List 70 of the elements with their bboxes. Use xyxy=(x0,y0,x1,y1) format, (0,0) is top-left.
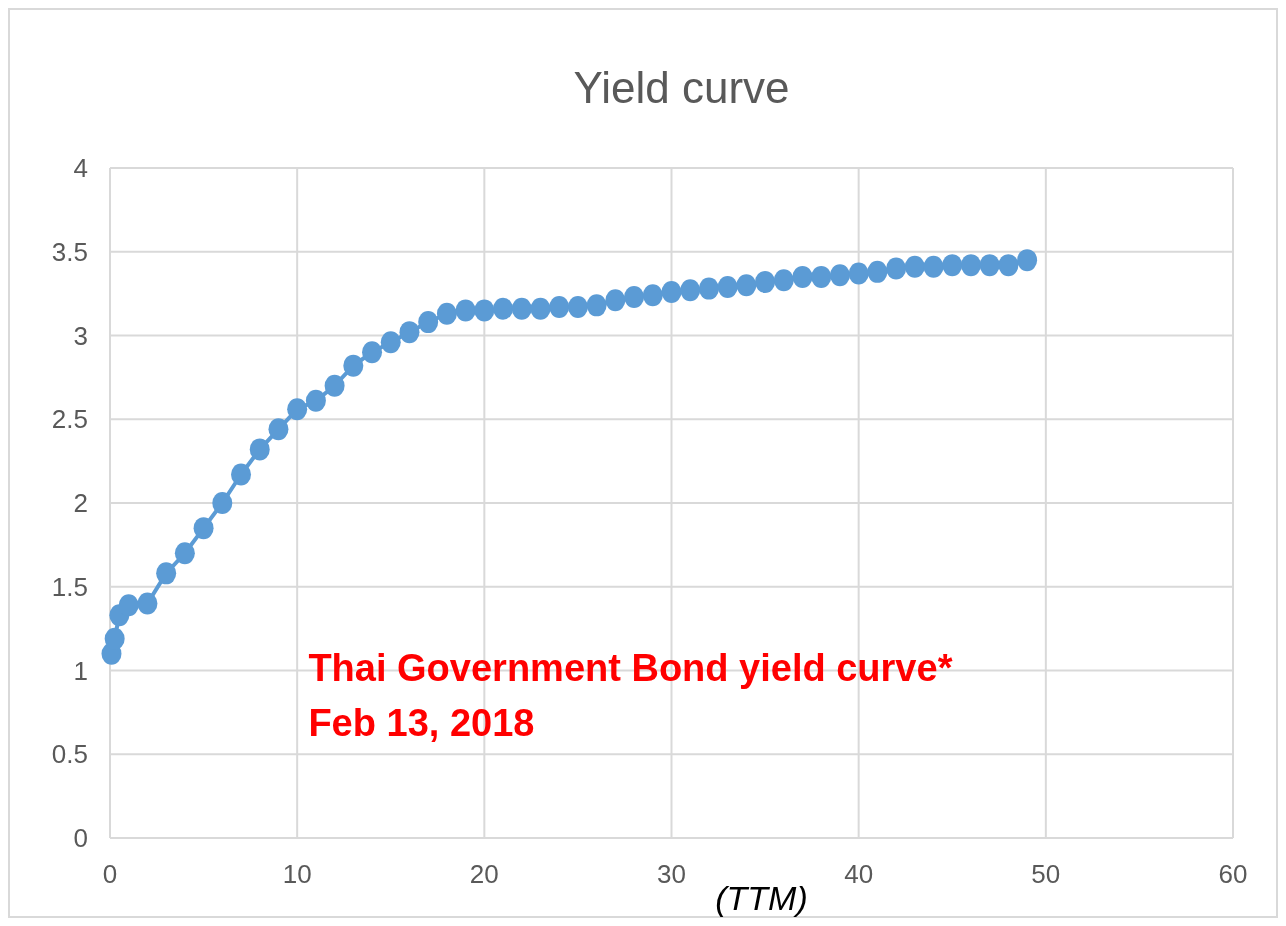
y-tick-label: 1.5 xyxy=(51,571,88,602)
point xyxy=(942,254,963,277)
chart-title: Yield curve xyxy=(573,63,790,112)
point xyxy=(324,374,345,397)
point xyxy=(960,254,981,277)
point xyxy=(811,265,832,288)
point xyxy=(624,285,645,308)
point xyxy=(231,463,252,486)
point xyxy=(1017,249,1038,272)
point xyxy=(362,341,383,364)
x-axis-title: (TTM) xyxy=(715,879,808,917)
point xyxy=(156,562,177,585)
point xyxy=(549,296,570,319)
point xyxy=(661,280,682,303)
x-tick-label: 20 xyxy=(469,859,499,889)
y-tick-label: 0.5 xyxy=(51,739,88,770)
point xyxy=(886,257,907,280)
y-tick-label: 3.5 xyxy=(51,236,88,267)
x-tick-label: 40 xyxy=(844,859,874,889)
x-tick-label: 50 xyxy=(1031,859,1061,889)
point xyxy=(680,279,701,302)
y-tick-label: 1 xyxy=(73,655,88,686)
point xyxy=(567,296,588,319)
point xyxy=(193,517,214,540)
point xyxy=(343,354,364,377)
x-tick-label: 0 xyxy=(102,859,118,889)
point xyxy=(418,311,439,334)
point xyxy=(474,299,495,322)
point xyxy=(904,255,925,278)
point xyxy=(268,418,289,441)
point xyxy=(137,592,158,615)
annotation: Feb 13, 2018 xyxy=(308,701,535,744)
point xyxy=(530,297,551,320)
y-tick-label: 0 xyxy=(73,823,88,854)
y-tick-label: 4 xyxy=(73,153,88,184)
point xyxy=(380,331,401,354)
point xyxy=(455,299,476,322)
point xyxy=(829,264,850,287)
point xyxy=(118,594,139,617)
point xyxy=(698,277,719,300)
point xyxy=(773,269,794,292)
point xyxy=(436,302,457,325)
point xyxy=(642,284,663,307)
point xyxy=(174,542,195,565)
point xyxy=(249,438,270,461)
point xyxy=(305,389,326,412)
point xyxy=(792,265,813,288)
x-tick-label: 30 xyxy=(657,859,686,889)
point xyxy=(923,255,944,278)
point xyxy=(586,294,607,317)
point xyxy=(848,262,869,285)
point xyxy=(212,492,233,514)
point xyxy=(605,289,626,312)
point xyxy=(287,398,308,421)
point xyxy=(736,274,757,297)
y-tick-label: 2.5 xyxy=(51,404,88,435)
annotation: Thai Government Bond yield curve* xyxy=(308,646,953,689)
y-tick-label: 3 xyxy=(73,320,88,351)
x-tick-label: 60 xyxy=(1218,859,1248,889)
point xyxy=(867,260,888,283)
point xyxy=(493,297,514,320)
point xyxy=(755,270,776,293)
point xyxy=(104,627,125,650)
point xyxy=(717,275,738,298)
y-tick-label: 2 xyxy=(73,488,88,519)
point xyxy=(511,297,532,320)
point xyxy=(998,254,1019,277)
point xyxy=(399,321,420,344)
point xyxy=(979,254,1000,277)
x-tick-label: 10 xyxy=(282,859,312,889)
